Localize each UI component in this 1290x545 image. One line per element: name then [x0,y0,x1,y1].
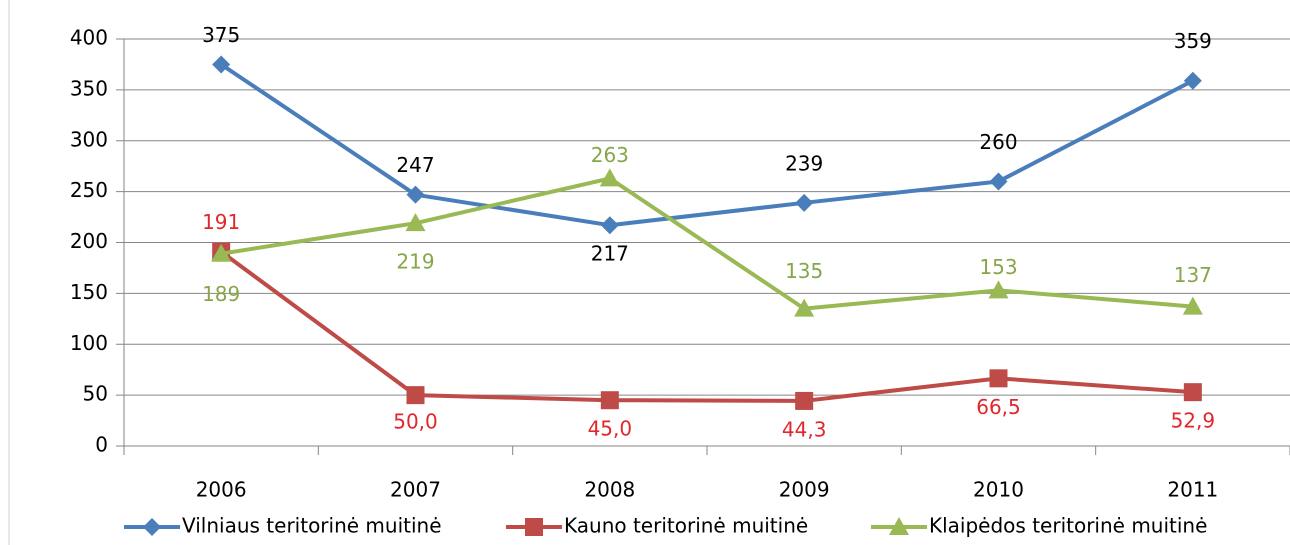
y-tick-label: 200 [70,229,108,253]
data-point [988,280,1009,299]
data-point [795,193,814,212]
x-tick-label: 2007 [390,478,441,502]
data-point [406,386,425,405]
y-tick-label: 300 [70,127,108,151]
data-point [795,391,814,410]
data-point [600,391,619,410]
data-label: 263 [591,143,629,167]
y-tick-label: 400 [70,26,108,50]
legend-label: Vilniaus teritorinė muitinė [182,514,442,538]
data-label: 66,5 [976,395,1021,419]
legend-label: Klaipėdos teritorinė muitinė [929,514,1207,538]
y-tick-label: 250 [70,178,108,202]
data-label: 359 [1174,29,1212,53]
x-tick-label: 2009 [779,478,830,502]
series-line [220,62,1194,228]
x-tick-label: 2008 [584,478,635,502]
data-label: 44,3 [782,417,827,441]
data-point [211,243,232,262]
y-tick-label: 150 [70,280,108,304]
data-point [599,168,620,187]
data-point [405,213,426,232]
data-point [1182,296,1203,315]
data-point [600,216,619,235]
series-line [219,250,1193,403]
data-label: 153 [979,255,1017,279]
data-label: 260 [979,130,1017,154]
data-label: 219 [396,250,434,274]
data-label: 247 [396,153,434,177]
data-label: 189 [202,282,240,306]
y-tick-label: 100 [70,331,108,355]
y-tick-label: 0 [95,433,108,457]
data-label: 375 [202,23,240,47]
legend-marker [143,518,161,536]
data-label: 217 [591,242,629,266]
data-point [406,185,425,204]
series-line [220,176,1194,311]
x-tick-label: 2010 [973,478,1024,502]
data-label: 50,0 [393,410,438,434]
data-label: 45,0 [588,417,633,441]
data-point [1183,383,1202,402]
data-point [794,298,815,317]
data-label: 137 [1174,263,1212,287]
data-label: 52,9 [1171,409,1216,433]
y-tick-label: 50 [83,382,108,406]
x-tick-label: 2006 [196,478,247,502]
data-point [989,172,1008,191]
legend-label: Kauno teritorinė muitinė [564,514,808,538]
y-tick-label: 350 [70,76,108,100]
data-point [989,369,1008,388]
legend-marker [525,518,543,536]
legend-marker [889,517,909,535]
x-tick-label: 2011 [1167,478,1218,502]
data-label: 191 [202,210,240,234]
data-label: 239 [785,151,823,175]
data-label: 135 [785,259,823,283]
data-point [212,55,231,74]
data-point [1183,71,1202,90]
